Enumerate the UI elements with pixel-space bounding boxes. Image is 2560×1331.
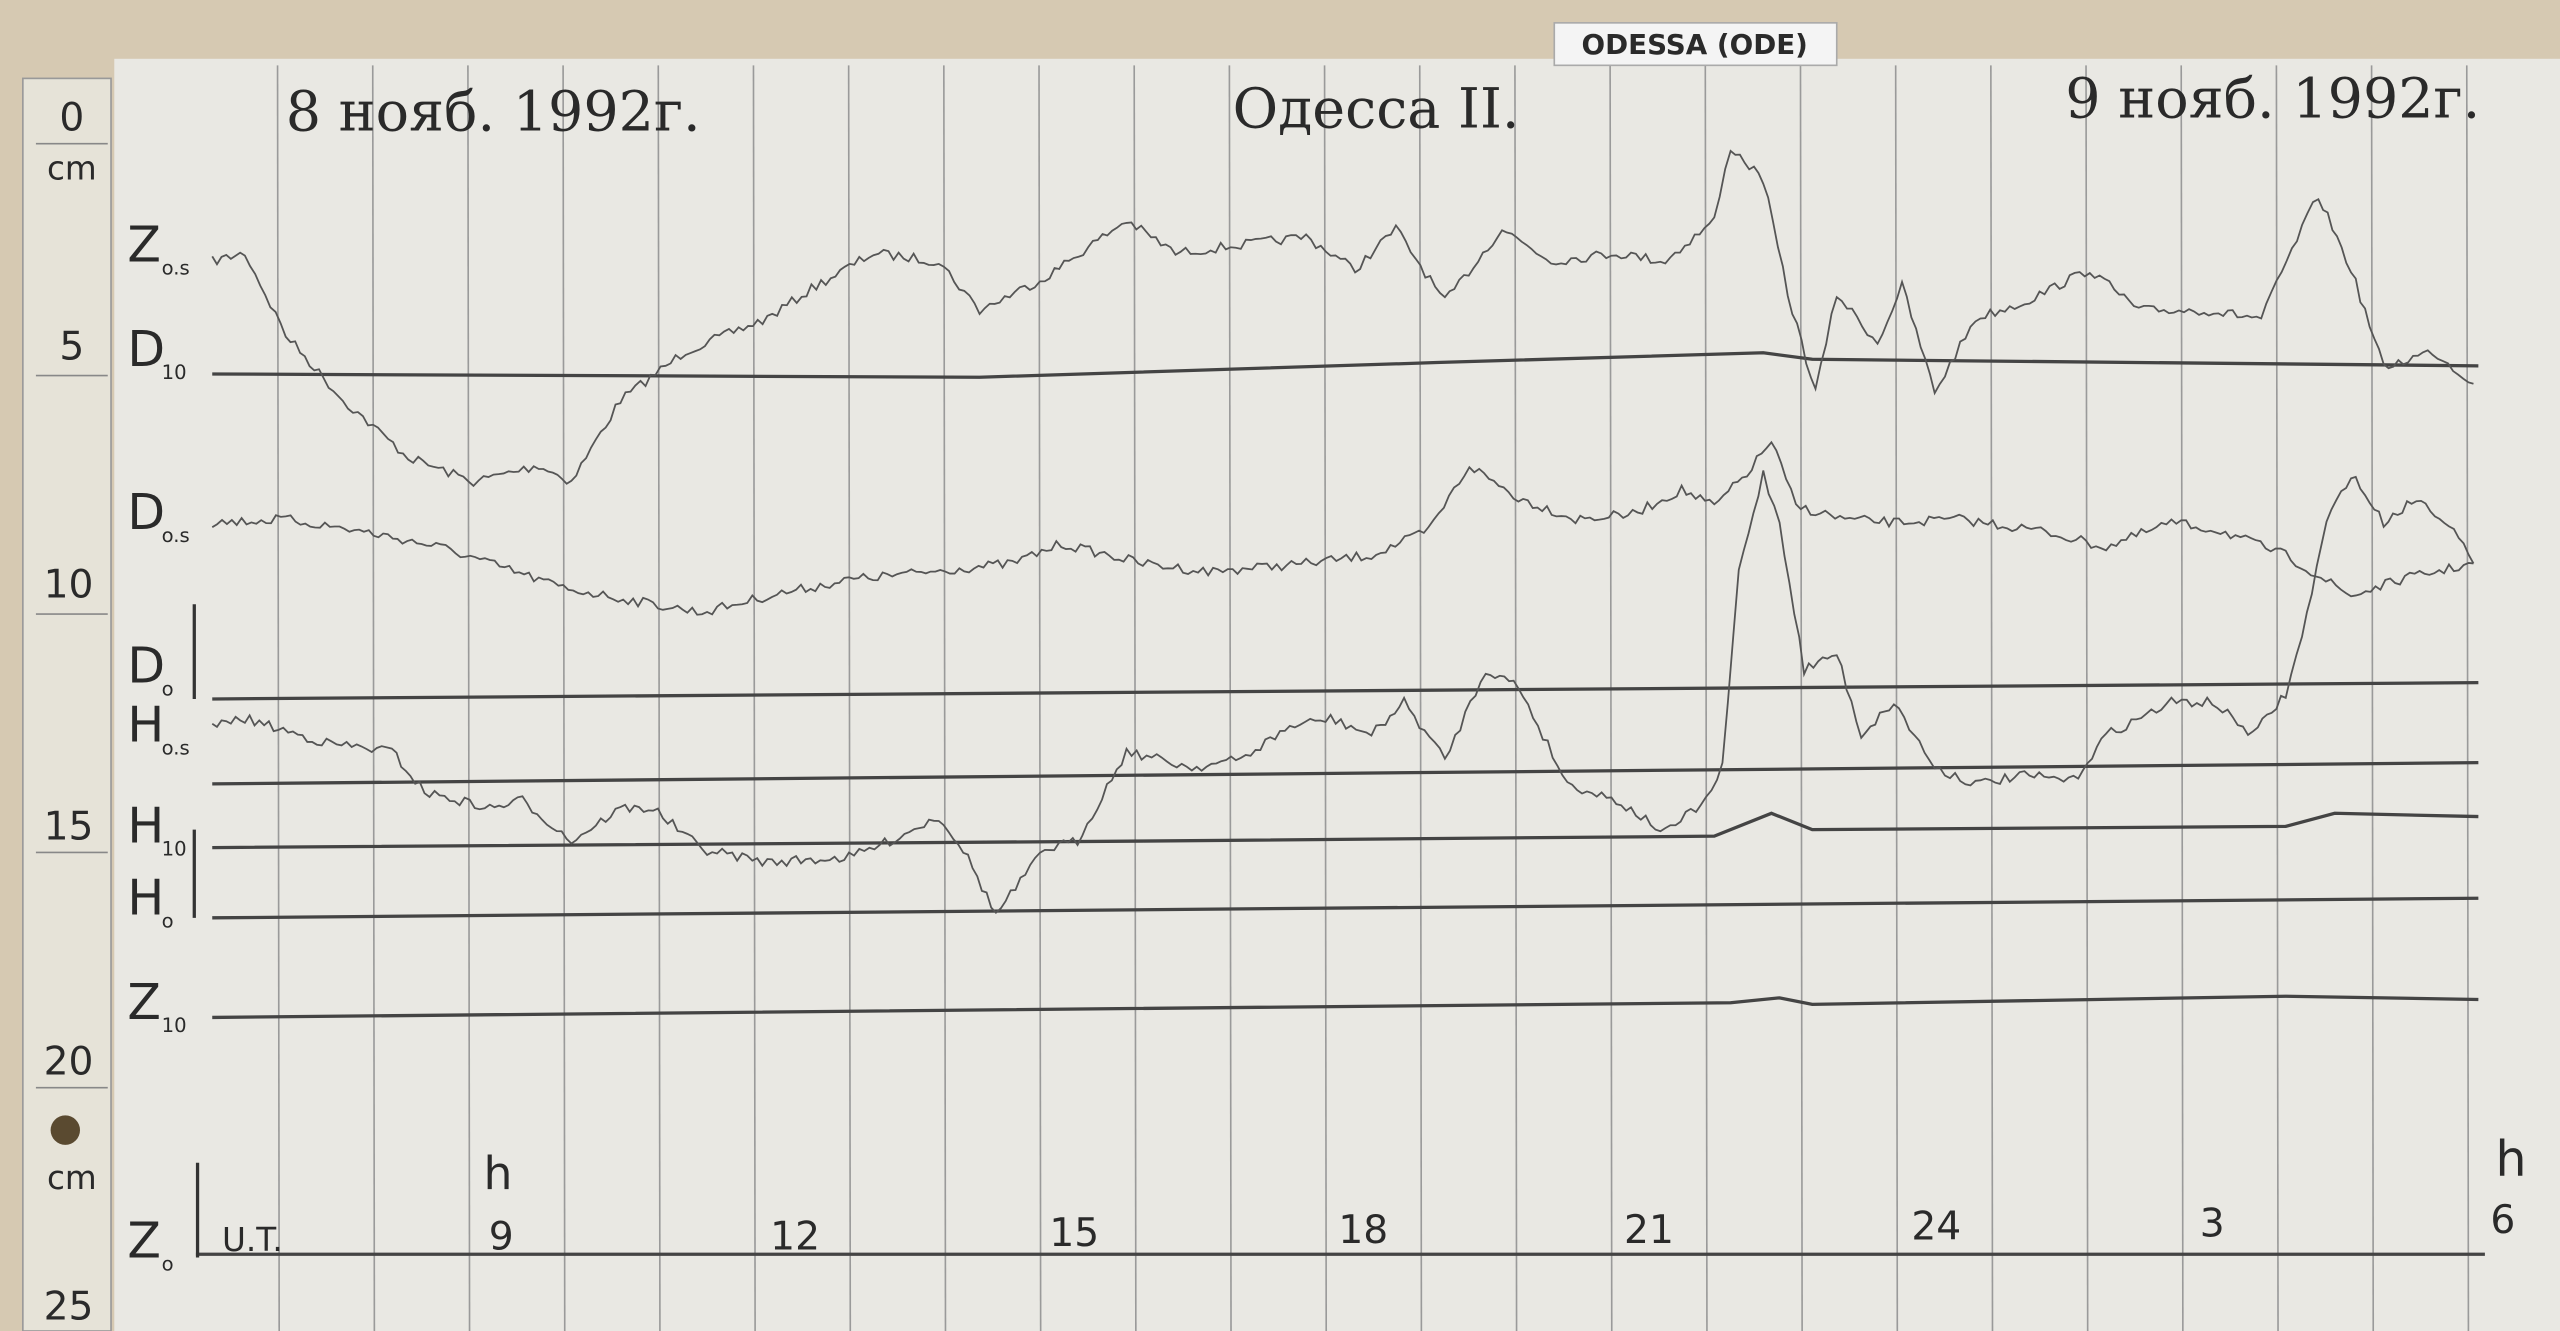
- grid-line: [847, 65, 852, 1331]
- h10-baseline: [212, 811, 2479, 850]
- trace-symbol: Z: [127, 974, 161, 1031]
- trace-index: 10: [162, 361, 187, 384]
- grid-line: [1228, 65, 1232, 1331]
- hour-label: 9: [489, 1214, 514, 1259]
- grid-line: [657, 65, 661, 1331]
- scale-label: 15: [44, 804, 94, 849]
- z05-trace: [211, 149, 2474, 488]
- grid-line: [562, 65, 566, 1331]
- scale-labels: 0 cm 5 10 15 20 cm 25: [44, 96, 97, 1330]
- trace-symbol: D: [127, 484, 165, 541]
- trace-index: 10: [162, 838, 187, 861]
- pin: [50, 1115, 80, 1145]
- title: Одесса II.: [1233, 76, 1520, 141]
- d10-baseline: [212, 351, 2479, 379]
- hour-label: 24: [1911, 1205, 1961, 1250]
- trace-symbol: D: [127, 638, 165, 695]
- trace-index: 10: [162, 1014, 187, 1037]
- trace-symbol: H: [127, 798, 164, 855]
- grid-line: [1799, 65, 1803, 1331]
- scale-label: cm: [47, 150, 97, 188]
- ruler-ticks: [35, 142, 108, 1089]
- grid-line: [1133, 65, 1137, 1331]
- hour-mark: h: [483, 1147, 512, 1200]
- time-unit: U.T.: [222, 1221, 283, 1259]
- hour-label: 6: [2490, 1198, 2515, 1243]
- grid-line: [1990, 65, 1994, 1331]
- grid-line: [1704, 65, 1708, 1331]
- hour-label: 15: [1049, 1211, 1099, 1256]
- date-left: 8 нояб. 1992г.: [286, 80, 701, 145]
- trace-symbol: H: [127, 870, 164, 927]
- station-tag: [1553, 22, 1838, 67]
- trace-symbol: H: [127, 696, 164, 753]
- trace-symbol: Z: [127, 1213, 161, 1270]
- trace-index: o: [162, 678, 174, 701]
- grid-line: [1894, 65, 1899, 1331]
- grid-line: [2275, 65, 2279, 1331]
- scale-label: 0: [59, 96, 84, 141]
- grid-line: [2180, 65, 2184, 1331]
- station-label: ODESSA (ODE): [1582, 28, 1808, 61]
- trace-symbol: D: [127, 321, 165, 378]
- trace-symbol: Z: [127, 216, 161, 273]
- hour-label: 18: [1338, 1208, 1388, 1253]
- grid-line: [752, 65, 756, 1331]
- date-right: 9 нояб. 1992г.: [2065, 67, 2480, 132]
- end-mark: h: [2495, 1131, 2526, 1188]
- grid-line: [1418, 65, 1423, 1331]
- scale-label: 5: [59, 324, 84, 369]
- trace-index: o.s: [162, 737, 190, 760]
- paper: [114, 58, 2560, 1331]
- grid-line: [1514, 65, 1518, 1331]
- h05-trace: [211, 470, 2475, 915]
- hour-label: 3: [2200, 1201, 2225, 1246]
- scale-label: 20: [44, 1040, 94, 1085]
- scale-label: 10: [44, 563, 94, 608]
- grid-line: [1323, 65, 1328, 1331]
- hour-grid: [276, 65, 2470, 1331]
- grid-line: [1609, 65, 1613, 1331]
- trace-index: o: [162, 1253, 174, 1276]
- d0-baseline: [212, 681, 2479, 701]
- scale-label: 25: [44, 1285, 94, 1330]
- h05-baseline: [212, 761, 2479, 786]
- reference-arrows: [192, 604, 200, 1258]
- grid-line: [2370, 65, 2375, 1331]
- baselines: [195, 351, 2485, 1256]
- grid-line: [943, 65, 947, 1331]
- hour-label: 21: [1624, 1208, 1674, 1253]
- scale-label: cm: [47, 1159, 97, 1197]
- d05-trace: [211, 440, 2474, 616]
- trace-index: o.s: [162, 524, 190, 547]
- trace-index: o.s: [162, 256, 190, 279]
- h0-baseline: [212, 896, 2479, 920]
- grid-line: [1038, 65, 1042, 1331]
- grid-line: [2465, 65, 2470, 1331]
- hour-label: 12: [770, 1214, 820, 1259]
- trace-index: o: [162, 910, 174, 933]
- time-axis: U.T. h 9 12 15 18 21 24 3 6 h: [222, 1131, 2527, 1259]
- z10-baseline: [212, 994, 2479, 1020]
